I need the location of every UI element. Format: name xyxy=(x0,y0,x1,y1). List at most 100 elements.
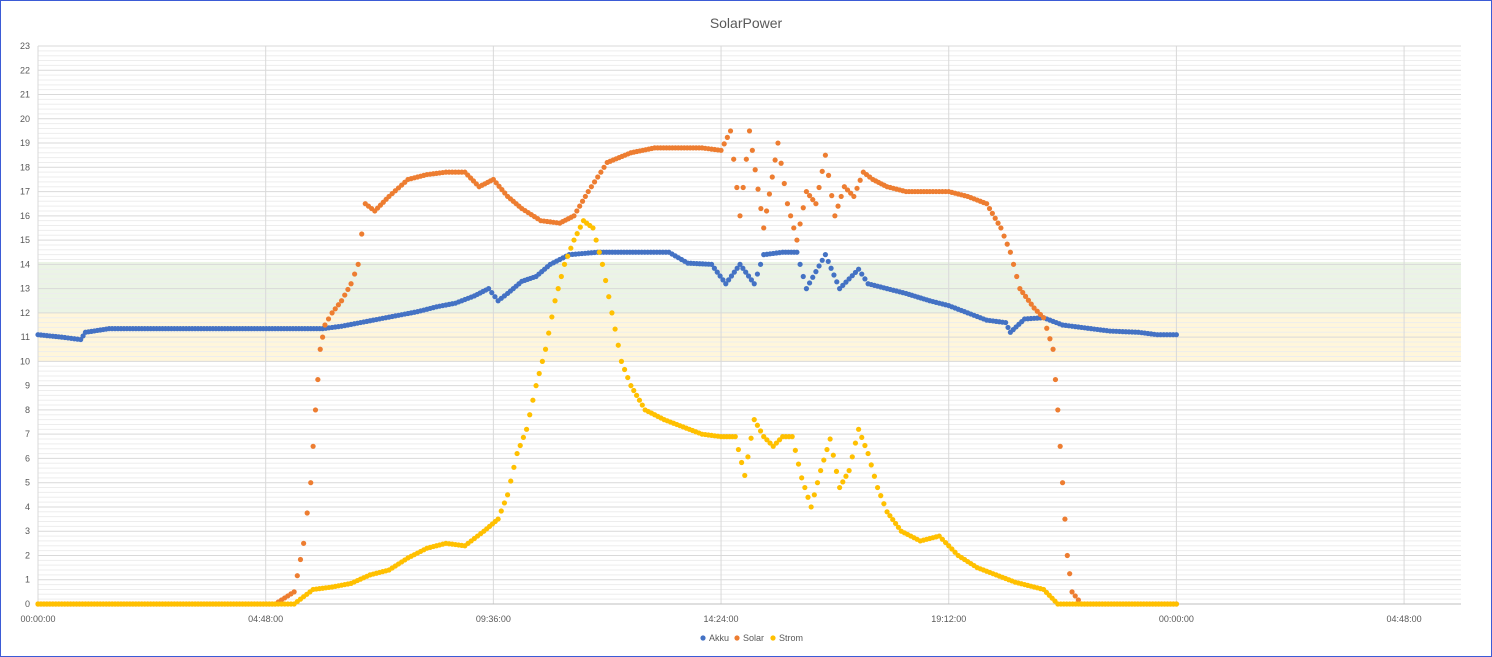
data-point xyxy=(520,434,527,441)
data-point xyxy=(797,261,803,267)
data-point xyxy=(884,509,890,515)
y-tick-label: 9 xyxy=(25,381,30,391)
data-point xyxy=(536,370,542,377)
data-point xyxy=(708,261,715,267)
data-point xyxy=(895,524,902,530)
data-point xyxy=(595,174,601,180)
data-point xyxy=(800,273,806,280)
data-point xyxy=(1037,311,1044,318)
data-point xyxy=(598,169,604,175)
data-point xyxy=(332,306,338,312)
data-point xyxy=(808,504,814,510)
data-point xyxy=(596,249,602,255)
data-point xyxy=(834,279,840,285)
data-point xyxy=(508,478,514,484)
data-point xyxy=(734,265,740,271)
data-point xyxy=(636,397,643,403)
data-point xyxy=(819,168,825,174)
data-point xyxy=(773,440,779,446)
data-point xyxy=(824,446,830,453)
data-point xyxy=(781,180,787,187)
data-point xyxy=(862,442,868,449)
data-point xyxy=(606,294,612,300)
data-point xyxy=(995,220,1001,226)
data-point xyxy=(797,221,803,227)
data-point xyxy=(499,187,505,193)
data-point xyxy=(874,484,881,491)
data-point xyxy=(571,237,577,243)
y-tick-label: 4 xyxy=(25,502,30,512)
data-point xyxy=(862,276,868,282)
data-point xyxy=(325,316,332,322)
threshold-band xyxy=(38,261,1461,313)
data-point xyxy=(805,494,811,500)
data-point xyxy=(837,484,843,491)
data-point xyxy=(859,271,865,277)
data-point xyxy=(814,480,821,486)
data-point xyxy=(517,442,523,449)
y-tick-label: 10 xyxy=(20,356,30,366)
data-point xyxy=(791,225,797,231)
data-point xyxy=(1050,346,1056,352)
data-point xyxy=(841,184,847,190)
data-point xyxy=(942,539,949,546)
y-tick-label: 21 xyxy=(20,90,30,100)
y-tick-label: 20 xyxy=(20,114,30,124)
data-point xyxy=(322,322,328,328)
data-point xyxy=(1052,376,1059,383)
data-point xyxy=(588,184,594,190)
data-point xyxy=(1047,336,1053,342)
data-point xyxy=(304,510,310,516)
data-point xyxy=(609,310,615,316)
data-point xyxy=(504,492,511,498)
data-point xyxy=(1017,286,1023,292)
y-tick-label: 8 xyxy=(25,405,30,415)
data-point xyxy=(724,134,730,140)
x-tick-label: 14:24:00 xyxy=(704,614,739,624)
data-point xyxy=(802,484,808,491)
data-point xyxy=(355,261,361,267)
data-point xyxy=(568,245,574,251)
data-point xyxy=(621,366,628,373)
data-point xyxy=(754,422,761,428)
data-point xyxy=(946,543,952,549)
data-point xyxy=(723,281,729,287)
legend-label: Strom xyxy=(779,633,803,643)
data-point xyxy=(599,261,606,267)
data-point xyxy=(859,434,865,441)
data-point xyxy=(593,237,599,243)
data-point xyxy=(767,440,773,446)
data-point xyxy=(721,141,727,147)
data-point xyxy=(1040,315,1047,321)
x-tick-label: 04:48:00 xyxy=(248,614,283,624)
data-point xyxy=(936,533,942,539)
data-point xyxy=(792,447,798,453)
data-point xyxy=(1044,325,1050,331)
y-tick-label: 23 xyxy=(20,41,30,51)
data-point xyxy=(732,434,738,440)
y-tick-label: 7 xyxy=(25,429,30,439)
data-point xyxy=(490,176,496,183)
data-point xyxy=(764,437,770,443)
data-point xyxy=(720,277,726,283)
data-point xyxy=(492,294,498,300)
data-point xyxy=(868,462,874,468)
data-point xyxy=(803,286,810,292)
data-point xyxy=(731,269,737,275)
data-point xyxy=(757,261,764,267)
data-point xyxy=(772,157,778,163)
data-point xyxy=(1075,597,1081,603)
data-point xyxy=(718,147,724,153)
data-point xyxy=(838,193,844,200)
data-point xyxy=(320,334,326,340)
data-point xyxy=(631,387,637,394)
data-point xyxy=(754,271,761,277)
data-point xyxy=(813,269,819,275)
y-tick-label: 19 xyxy=(20,138,30,148)
x-tick-label: 09:36:00 xyxy=(476,614,511,624)
data-point xyxy=(359,231,365,237)
data-point xyxy=(811,492,817,498)
data-point xyxy=(711,265,717,271)
data-point xyxy=(291,589,297,595)
data-point xyxy=(846,276,852,282)
